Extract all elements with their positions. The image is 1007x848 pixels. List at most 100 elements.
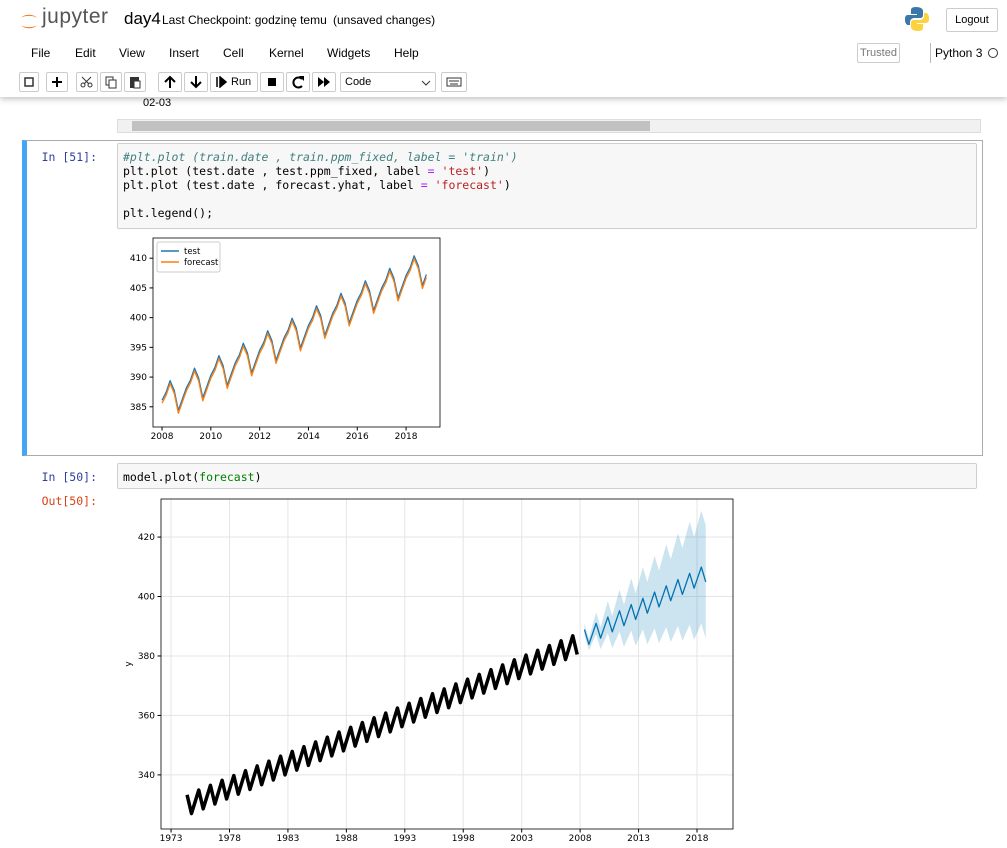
y-tick-label: 410 — [130, 254, 147, 264]
stop-button[interactable] — [260, 72, 284, 92]
menu-item[interactable]: Kernel — [269, 46, 304, 60]
line-series — [161, 258, 427, 414]
icon — [446, 77, 462, 87]
kernel-name: Python 3 — [935, 46, 983, 60]
menu-item[interactable]: File — [31, 46, 51, 60]
x-tick-label: 2016 — [346, 432, 369, 442]
move-down-button[interactable] — [184, 72, 208, 92]
table-cell: 02-03 — [143, 97, 172, 109]
cell-type-select[interactable]: Code — [340, 72, 436, 92]
axes-frame — [152, 237, 441, 428]
x-tick-label: 2008 — [569, 834, 592, 844]
uncertainty-band — [584, 510, 706, 651]
y-tick-label: 380 — [138, 652, 155, 662]
y-tick-label: 385 — [130, 403, 147, 413]
output-prompt: Out[50]: — [41, 494, 97, 508]
python-logo — [905, 7, 929, 31]
insert-button[interactable] — [46, 72, 68, 92]
save-button[interactable] — [19, 72, 39, 92]
checkpoint: Last Checkpoint: godzinę temu — [162, 13, 327, 27]
kernel-status — [988, 48, 998, 58]
x-tick-label: 2018 — [686, 834, 709, 844]
icon — [24, 77, 34, 87]
run-button[interactable]: Run — [210, 72, 258, 92]
y-tick-label: 395 — [130, 343, 147, 353]
x-tick-label: 2003 — [510, 834, 533, 844]
axes-frame — [160, 498, 734, 830]
icon — [105, 76, 117, 89]
x-tick-label: 1983 — [276, 834, 299, 844]
x-tick-label: 1978 — [218, 834, 241, 844]
keyboard-button[interactable] — [441, 72, 467, 92]
restart-button[interactable] — [286, 72, 310, 92]
code-line: plt.plot (test.date , forecast.yhat, lab… — [123, 178, 511, 192]
icon — [130, 77, 141, 89]
x-tick-label: 2018 — [395, 432, 418, 442]
save-status: (unsaved changes) — [333, 13, 436, 27]
y-tick-label: 400 — [138, 593, 155, 603]
code-line: plt.legend(); — [123, 206, 214, 220]
code-line: #plt.plot (train.date , train.ppm_fixed,… — [123, 150, 518, 164]
y-tick-label: 400 — [130, 314, 147, 324]
code-line: plt.plot (test.date , test.ppm_fixed, la… — [123, 164, 490, 178]
selected-cell[interactable] — [22, 140, 983, 456]
header: jupyter day4 Last Checkpoint: godzinę te… — [0, 0, 1007, 97]
icon — [190, 76, 202, 89]
code-line: model.plot(forecast) — [123, 470, 262, 484]
legend-label: forecast — [184, 258, 219, 268]
cut-button[interactable] — [76, 72, 98, 92]
scrollbar[interactable] — [117, 119, 981, 133]
trusted-indicator[interactable]: Trusted — [857, 43, 900, 63]
y-tick-label: 390 — [130, 373, 147, 383]
scrollbar-thumb[interactable] — [132, 121, 650, 131]
y-tick-label: 420 — [138, 533, 155, 543]
paste-button[interactable] — [124, 72, 146, 92]
icon — [268, 78, 276, 86]
icon — [80, 76, 93, 88]
menu-item[interactable]: Cell — [223, 46, 244, 60]
icon — [318, 77, 330, 87]
x-tick-label: 1988 — [335, 834, 358, 844]
x-tick-label: 2012 — [248, 432, 271, 442]
input-prompt: In [51]: — [41, 150, 97, 164]
cell-type: Code — [345, 76, 372, 88]
code-input[interactable] — [117, 143, 977, 229]
x-tick-label: 2008 — [151, 432, 174, 442]
legend-label: test — [184, 247, 201, 257]
input-prompt: In [50]: — [41, 470, 97, 484]
x-tick-label: 1993 — [393, 834, 416, 844]
y-axis-label: y — [124, 661, 134, 667]
chart: 2008 2010 2012 2014 2016 2018 385 390 395 400 405 4… — [130, 237, 441, 442]
menu-item[interactable]: View — [119, 46, 145, 60]
restart-run-button[interactable] — [312, 72, 336, 92]
line-series — [185, 634, 579, 816]
icon — [164, 75, 176, 88]
move-up-button[interactable] — [158, 72, 182, 92]
y-tick-label: 340 — [138, 771, 155, 781]
notebook-name[interactable]: day4 — [124, 9, 161, 28]
x-tick-label: 2014 — [297, 432, 320, 442]
icon — [421, 80, 431, 86]
menu-item[interactable]: Insert — [169, 46, 200, 60]
menu-item[interactable]: Help — [394, 46, 419, 60]
logo-icon — [21, 14, 37, 29]
copy-button[interactable] — [100, 72, 122, 92]
run-label: Run — [231, 76, 252, 88]
chart: 1973 1978 1983 1988 1993 1998 2003 2008 2013 2018… — [124, 498, 734, 844]
logout-button[interactable]: Logout — [946, 8, 998, 32]
icon — [292, 76, 304, 89]
x-tick-label: 2010 — [199, 432, 222, 442]
x-tick-label: 1973 — [160, 834, 183, 844]
y-tick-label: 405 — [130, 284, 147, 294]
menu-item[interactable]: Edit — [75, 46, 96, 60]
y-tick-label: 360 — [138, 711, 155, 721]
menu-item[interactable]: Widgets — [327, 46, 371, 60]
x-tick-label: 1998 — [452, 834, 475, 844]
logo-text: jupyter — [42, 5, 109, 28]
icon — [216, 76, 228, 88]
line-series — [161, 255, 427, 412]
icon — [52, 77, 62, 87]
legend-box — [156, 241, 221, 273]
code-input[interactable] — [117, 463, 977, 489]
